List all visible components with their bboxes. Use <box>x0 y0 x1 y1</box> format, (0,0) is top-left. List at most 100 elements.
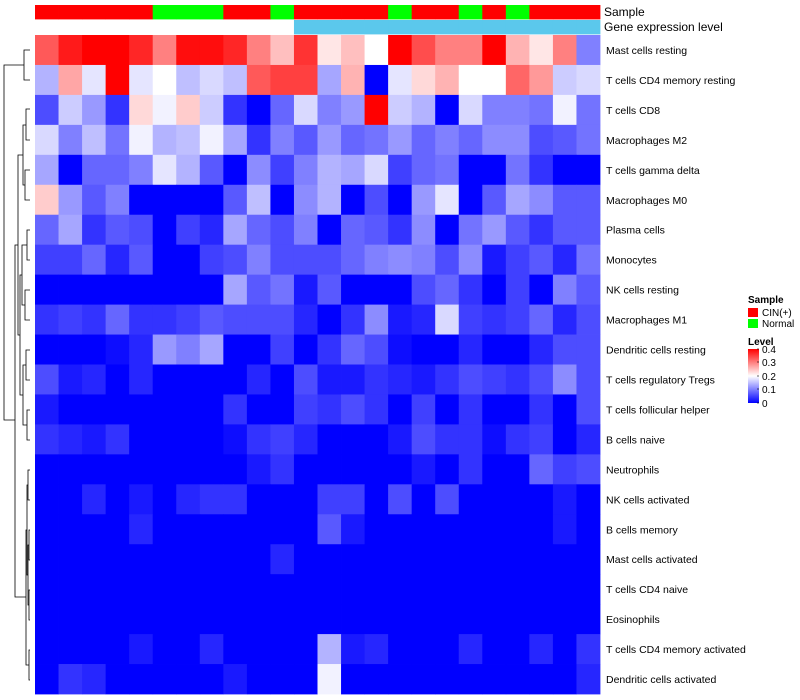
heatmap-cell <box>152 484 177 515</box>
heatmap-cell <box>293 604 318 635</box>
heatmap-cell <box>435 664 460 695</box>
heatmap-cell <box>129 244 154 276</box>
heatmap-cell <box>176 244 201 276</box>
heatmap-cell <box>246 544 271 575</box>
heatmap-cell <box>105 35 130 66</box>
heatmap-cell <box>411 484 436 515</box>
heatmap-cell <box>458 424 483 455</box>
heatmap-cell <box>105 634 130 665</box>
heatmap-cell <box>505 514 530 545</box>
expression-annotation-cell <box>482 20 507 35</box>
heatmap-cell <box>199 454 224 485</box>
heatmap-cell <box>505 574 530 605</box>
heatmap-cell <box>388 334 413 365</box>
heatmap-cell <box>435 634 460 665</box>
sample-annotation-cell <box>152 5 177 20</box>
heatmap-cell <box>293 35 318 66</box>
heatmap-cell <box>58 604 83 635</box>
heatmap-cell <box>482 604 507 635</box>
heatmap-cell <box>58 244 83 276</box>
heatmap-cell <box>482 394 507 425</box>
heatmap-cell <box>552 244 577 276</box>
heatmap-cell <box>364 274 389 305</box>
heatmap-cell <box>341 454 365 485</box>
heatmap-cell <box>529 364 554 395</box>
heatmap-cell <box>317 544 342 575</box>
heatmap-cell <box>482 184 507 216</box>
legend-sample-title: Sample <box>748 295 784 306</box>
heatmap-cell <box>505 64 530 96</box>
heatmap-cell <box>35 94 59 126</box>
heatmap-cell <box>35 214 59 246</box>
heatmap-cell <box>505 544 530 575</box>
heatmap-cell <box>435 424 460 455</box>
heatmap-cell <box>293 664 318 695</box>
heatmap-cell <box>458 64 483 96</box>
heatmap-cell <box>317 94 342 126</box>
heatmap-cell <box>270 454 295 485</box>
heatmap-cell <box>411 124 436 156</box>
heatmap-cell <box>176 304 201 335</box>
sample-annotation-cell <box>576 5 601 20</box>
heatmap-cell <box>411 35 436 66</box>
heatmap-cell <box>223 94 248 126</box>
heatmap-cell <box>364 484 389 515</box>
heatmap-cell <box>529 664 554 695</box>
heatmap-cell <box>270 214 295 246</box>
heatmap-cell <box>82 574 107 605</box>
heatmap-cell <box>576 214 601 246</box>
heatmap-cell <box>388 544 413 575</box>
heatmap-cell <box>129 334 154 365</box>
heatmap-cell <box>176 454 201 485</box>
heatmap-cell <box>458 544 483 575</box>
heatmap-cell <box>246 304 271 335</box>
heatmap-cell <box>58 94 83 126</box>
heatmap-cell <box>223 64 248 96</box>
heatmap-cell <box>505 35 530 66</box>
heatmap-cell <box>576 64 601 96</box>
heatmap-cell <box>529 634 554 665</box>
sample-annotation-cell <box>458 5 483 20</box>
heatmap-cell <box>435 184 460 216</box>
sample-annotation-bar <box>35 5 601 20</box>
heatmap-cell <box>129 364 154 395</box>
heatmap-cell <box>270 394 295 425</box>
heatmap-cell <box>388 124 413 156</box>
heatmap-cell <box>317 154 342 186</box>
sample-annotation-cell <box>482 5 507 20</box>
heatmap-cell <box>458 454 483 485</box>
heatmap-cell <box>341 184 365 216</box>
heatmap-cell <box>129 574 154 605</box>
expression-annotation-cell <box>105 20 130 35</box>
heatmap-cell <box>293 634 318 665</box>
heatmap-cell <box>293 304 318 335</box>
heatmap-cell <box>505 334 530 365</box>
heatmap-cell <box>105 604 130 635</box>
heatmap-cell <box>152 394 177 425</box>
heatmap-cell <box>435 244 460 276</box>
heatmap-cell <box>270 154 295 186</box>
heatmap-cell <box>576 664 601 695</box>
heatmap-cell <box>411 94 436 126</box>
heatmap-cell <box>246 244 271 276</box>
heatmap-cell <box>505 214 530 246</box>
heatmap-cell <box>293 394 318 425</box>
heatmap-cell <box>576 604 601 635</box>
heatmap-cell <box>270 124 295 156</box>
legend-level-colorbar <box>748 349 759 403</box>
heatmap-cell <box>129 664 154 695</box>
heatmap-cell <box>388 304 413 335</box>
heatmap-cell <box>152 184 177 216</box>
heatmap-cell <box>341 364 365 395</box>
heatmap-cell <box>223 454 248 485</box>
legend-tick-0-2: 0.2 <box>762 372 776 383</box>
heatmap-cell <box>458 364 483 395</box>
heatmap-cell <box>35 484 59 515</box>
heatmap-cell <box>223 244 248 276</box>
heatmap-cell <box>364 454 389 485</box>
heatmap-cell <box>411 274 436 305</box>
heatmap-cell <box>411 214 436 246</box>
sample-annotation-cell <box>35 5 59 20</box>
row-label: Mast cells activated <box>606 554 698 566</box>
